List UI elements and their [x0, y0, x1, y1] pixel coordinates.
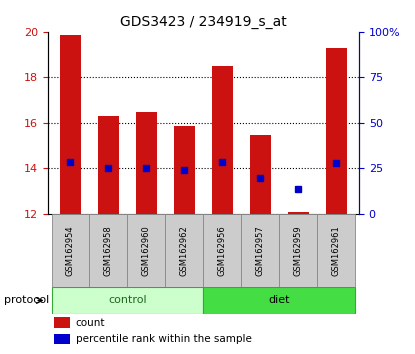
Bar [54, 334, 70, 344]
Bar [250, 136, 271, 214]
Text: protocol: protocol [4, 296, 49, 306]
Text: GSM162961: GSM162961 [332, 225, 341, 276]
Bar [203, 214, 241, 287]
Text: GSM162956: GSM162956 [218, 225, 227, 276]
Text: count: count [76, 318, 105, 328]
Text: GSM162960: GSM162960 [142, 225, 151, 276]
Text: GSM162962: GSM162962 [180, 225, 189, 276]
Title: GDS3423 / 234919_s_at: GDS3423 / 234919_s_at [120, 16, 287, 29]
Bar [90, 214, 127, 287]
Bar [127, 214, 166, 287]
Bar [174, 126, 195, 214]
Text: diet: diet [269, 296, 290, 306]
Bar [212, 66, 233, 214]
Text: GSM162957: GSM162957 [256, 225, 265, 276]
Bar [317, 214, 355, 287]
Bar [51, 214, 90, 287]
Bar [166, 214, 203, 287]
Bar [279, 214, 317, 287]
Text: GSM162959: GSM162959 [294, 225, 303, 276]
Bar [288, 212, 309, 214]
Text: GSM162958: GSM162958 [104, 225, 113, 276]
Bar [54, 318, 70, 328]
Text: GSM162954: GSM162954 [66, 225, 75, 276]
Bar [51, 287, 203, 314]
Text: control: control [108, 296, 147, 306]
Bar [203, 287, 355, 314]
Bar [136, 112, 157, 214]
Bar [60, 35, 81, 214]
Bar [241, 214, 279, 287]
Bar [326, 48, 347, 214]
Bar [98, 116, 119, 214]
Text: percentile rank within the sample: percentile rank within the sample [76, 334, 251, 344]
